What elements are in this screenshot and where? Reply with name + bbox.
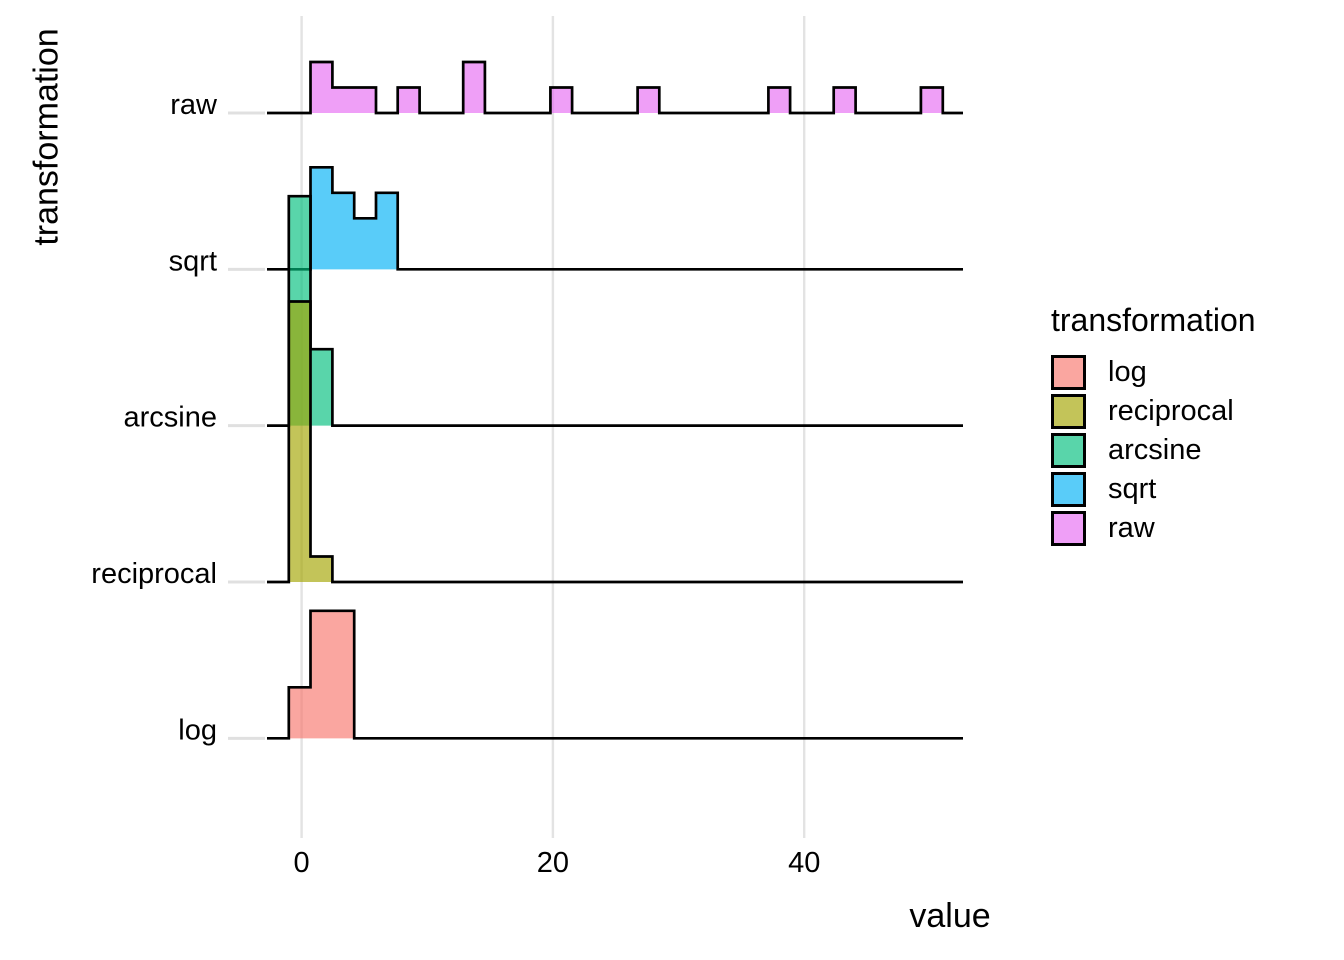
- y-category-label-sqrt: sqrt: [169, 245, 217, 277]
- x-tick-label-40: 40: [788, 847, 820, 879]
- legend-label-raw: raw: [1108, 512, 1155, 544]
- legend: transformation log reciprocal arcsine sqrt r…: [1051, 302, 1256, 546]
- legend-items: log reciprocal arcsine sqrt raw: [1051, 355, 1256, 546]
- legend-swatch-sqrt: [1051, 472, 1086, 507]
- legend-swatch-reciprocal: [1051, 394, 1086, 429]
- legend-label-log: log: [1108, 356, 1147, 388]
- x-tick-label-0: 0: [294, 847, 310, 879]
- legend-item-arcsine: arcsine: [1051, 433, 1256, 468]
- legend-swatch-raw: [1051, 511, 1086, 546]
- x-axis-title: value: [909, 897, 991, 935]
- legend-label-arcsine: arcsine: [1108, 434, 1202, 466]
- histogram-sqrt: [267, 165, 963, 271]
- legend-swatch-log: [1051, 355, 1086, 390]
- legend-swatch-arcsine: [1051, 433, 1086, 468]
- legend-title: transformation: [1051, 302, 1256, 338]
- y-category-label-raw: raw: [170, 89, 218, 121]
- x-tick-label-20: 20: [537, 847, 569, 879]
- legend-item-raw: raw: [1051, 511, 1256, 546]
- legend-item-reciprocal: reciprocal: [1051, 394, 1256, 429]
- y-category-label-reciprocal: reciprocal: [91, 558, 217, 590]
- legend-label-reciprocal: reciprocal: [1108, 395, 1234, 427]
- legend-item-log: log: [1051, 355, 1256, 390]
- y-axis-title: transformation: [27, 28, 66, 246]
- y-category-label-log: log: [178, 714, 217, 746]
- legend-item-sqrt: sqrt: [1051, 472, 1256, 507]
- legend-label-sqrt: sqrt: [1108, 473, 1157, 505]
- histogram-raw: [267, 60, 963, 115]
- y-category-label-arcsine: arcsine: [124, 402, 218, 434]
- histogram-reciprocal: [267, 300, 963, 584]
- histogram-log: [267, 609, 963, 740]
